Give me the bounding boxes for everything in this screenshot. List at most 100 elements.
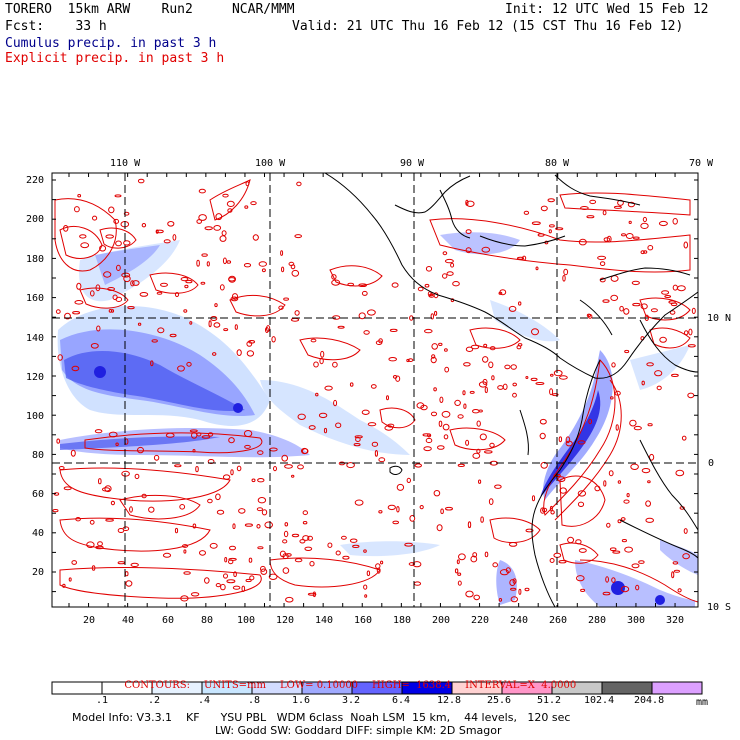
contour-speck (658, 220, 668, 227)
contour-speck (641, 468, 651, 474)
contour-speck (186, 361, 192, 367)
contour-speck (96, 325, 101, 332)
y-tick-80: 80 (32, 450, 45, 461)
contour-speck (434, 310, 438, 316)
contour-speck (389, 328, 398, 332)
contour-speck (273, 466, 277, 472)
contour-speck (243, 263, 252, 268)
contour-speck (370, 384, 377, 389)
contour-speck (396, 483, 405, 491)
contour-speck (577, 501, 585, 507)
contour-speck (291, 533, 300, 538)
contour-speck (407, 358, 414, 363)
contour-speck (244, 205, 249, 209)
contour-speck (172, 234, 177, 241)
contour-speck (416, 402, 425, 409)
contour-speck (549, 558, 555, 563)
colorbar-box (651, 681, 703, 695)
contour-speck (524, 587, 530, 592)
contour-speck (302, 521, 308, 525)
contour-speck (465, 229, 472, 235)
contour-speck (675, 469, 685, 477)
contour-speck (472, 409, 480, 414)
contour-speck (535, 382, 545, 385)
contour-speck (375, 340, 383, 346)
x-tick-160: 160 (354, 615, 373, 626)
contour-speck (391, 282, 399, 288)
contour-speck (302, 510, 308, 516)
contour-speck (454, 568, 459, 574)
contour-speck (204, 577, 210, 584)
contour-speck (559, 487, 567, 494)
contour-speck (672, 284, 678, 291)
contour-speck (683, 241, 689, 249)
contour-speck (552, 393, 559, 397)
contour-speck (256, 524, 261, 529)
contour-speck (476, 448, 481, 454)
contour-speck (323, 427, 328, 434)
colorbar-level-11: 204.8 (634, 695, 665, 706)
valid-time: Valid: 21 UTC Thu 16 Feb 12 (15 CST Thu … (292, 19, 684, 34)
contour-speck (580, 588, 586, 593)
x-tick-120: 120 (276, 615, 295, 626)
contour-speck (539, 418, 547, 425)
contour-speck (512, 382, 518, 387)
contour-speck (430, 356, 437, 364)
contour-speck (234, 324, 238, 330)
contour-speck (645, 500, 651, 507)
x-tick-200: 200 (432, 615, 451, 626)
contour-speck (392, 375, 398, 379)
contour-speck (425, 437, 433, 444)
contour-speck (266, 325, 271, 332)
contour-speck (155, 229, 159, 234)
contour-speck (366, 570, 371, 577)
contour-speck (291, 269, 300, 277)
contour-speck (530, 377, 538, 382)
contour-speck (189, 321, 193, 325)
contour-speck (308, 425, 316, 430)
contour-speck (353, 443, 361, 447)
contour-speck (483, 343, 488, 348)
contour-speck (440, 508, 444, 515)
contour-speck (424, 328, 433, 334)
contour-speck (677, 588, 682, 593)
contour-speck (301, 447, 308, 455)
contour-speck (531, 328, 539, 336)
contour-speck (294, 558, 303, 563)
contour-speck (230, 296, 239, 302)
contour-speck (261, 268, 266, 273)
contour-speck (209, 542, 218, 549)
contour-speck (250, 201, 257, 206)
x-tick-60: 60 (162, 615, 175, 626)
contour-speck (640, 303, 648, 310)
contour-speck (361, 409, 370, 415)
contour-speck (284, 522, 289, 527)
contour-speck (457, 463, 465, 467)
contour-speck (180, 595, 189, 602)
y-tick-160: 160 (26, 293, 45, 304)
contour-speck (563, 268, 569, 276)
colorbar (51, 681, 703, 695)
contour-speck (227, 208, 233, 213)
model-title: TORERO 15km ARW Run2 NCAR/MMM (5, 2, 295, 17)
y-tick-40: 40 (32, 528, 45, 539)
contour-speck (606, 522, 611, 528)
contour-speck (249, 575, 255, 581)
explicit-precip-contours (54, 179, 698, 603)
contour-speck (467, 521, 472, 529)
contour-speck (337, 325, 345, 329)
x-tick-100: 100 (237, 615, 256, 626)
cumulus-precip-shading (57, 232, 698, 607)
contour-speck (192, 523, 197, 529)
colorbar-level-10: 102.4 (584, 695, 615, 706)
contour-speck (491, 375, 495, 381)
contour-speck (509, 579, 516, 587)
contour-speck (318, 412, 328, 419)
legend-cumulus: Cumulus precip. in past 3 h (5, 36, 217, 51)
contour-speck (184, 284, 189, 289)
contour-speck (384, 425, 394, 431)
colorbar-level-7: 12.8 (437, 695, 462, 706)
contour-speck (640, 222, 649, 229)
contour-speck (92, 215, 98, 221)
